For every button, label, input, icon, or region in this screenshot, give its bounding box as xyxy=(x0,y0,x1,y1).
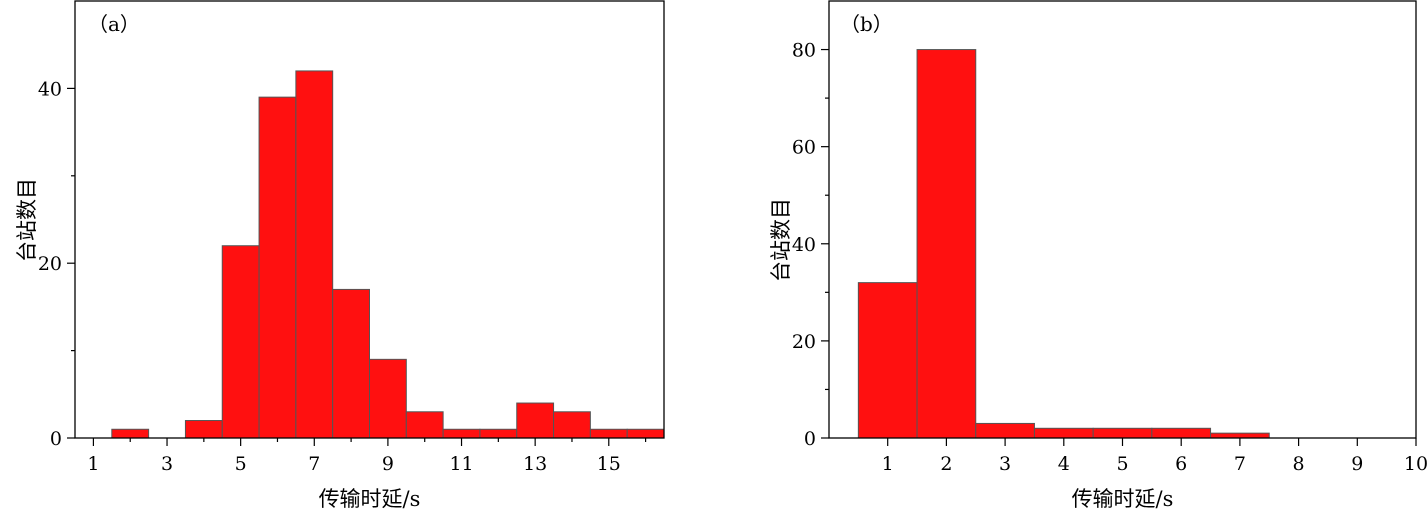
y-tick-label: 40 xyxy=(38,78,62,100)
x-tick-label: 13 xyxy=(523,453,547,475)
y-tick-label: 20 xyxy=(792,331,816,353)
histogram-bar xyxy=(442,428,481,439)
histogram-bar xyxy=(916,49,977,439)
histogram-bar xyxy=(295,70,334,439)
x-tick-label: 10 xyxy=(1404,453,1428,475)
x-tick-label: 5 xyxy=(235,453,247,475)
panel-label: （a） xyxy=(88,12,140,36)
y-tick-label: 40 xyxy=(792,234,816,256)
histogram-bar xyxy=(479,428,518,439)
histogram-bar xyxy=(553,411,591,439)
histogram-bar xyxy=(369,358,407,439)
histogram-bar xyxy=(1151,427,1212,439)
x-tick-label: 15 xyxy=(597,453,621,475)
y-axis-title: 台站数目 xyxy=(769,198,793,282)
x-tick-label: 1 xyxy=(882,453,894,475)
y-tick-label: 20 xyxy=(38,253,62,275)
histogram-bar xyxy=(111,428,150,439)
histogram-bar xyxy=(184,420,223,439)
panel-label: （b） xyxy=(840,12,893,36)
histogram-panel-b: 1 2 3 4 5 6 7 8 9 10 0 20 40 60 80 传输时延/s 台站数目 （b） xyxy=(769,0,1428,511)
x-tick-label: 3 xyxy=(999,453,1011,475)
x-tick-label: 5 xyxy=(1116,453,1128,475)
y-tick-label: 0 xyxy=(804,428,816,450)
x-tick-label: 6 xyxy=(1175,453,1187,475)
histogram-bar xyxy=(258,96,297,439)
y-tick-label: 60 xyxy=(792,137,816,159)
y-tick-label: 0 xyxy=(50,428,62,450)
histogram-bar xyxy=(221,245,260,439)
histogram-bar xyxy=(1210,432,1270,439)
x-tick-label: 9 xyxy=(1351,453,1363,475)
x-tick-label: 7 xyxy=(308,453,320,475)
x-axis-title: 传输时延/s xyxy=(1072,487,1174,511)
x-tick-label: 2 xyxy=(940,453,952,475)
x-axis-title: 传输时延/s xyxy=(319,487,421,511)
x-tick-label: 4 xyxy=(1058,453,1070,475)
x-tick-label: 3 xyxy=(161,453,173,475)
histogram-bar xyxy=(857,282,918,439)
histogram-bar xyxy=(975,422,1035,439)
x-tick-label: 1 xyxy=(87,453,99,475)
histogram-bar xyxy=(589,428,628,439)
x-tick-label: 7 xyxy=(1234,453,1246,475)
histogram-bar xyxy=(1092,427,1153,439)
x-tick-label: 8 xyxy=(1293,453,1305,475)
histogram-bar xyxy=(1033,427,1094,439)
x-tick-label: 11 xyxy=(449,453,473,475)
plot-frame xyxy=(74,0,665,439)
x-tick-label: 9 xyxy=(382,453,394,475)
y-tick-label: 80 xyxy=(792,40,816,62)
histogram-bar xyxy=(626,428,665,439)
histogram-bar xyxy=(405,411,444,439)
y-axis-title: 台站数目 xyxy=(15,178,39,262)
histogram-bar xyxy=(332,288,370,439)
histogram-bar xyxy=(516,402,555,439)
